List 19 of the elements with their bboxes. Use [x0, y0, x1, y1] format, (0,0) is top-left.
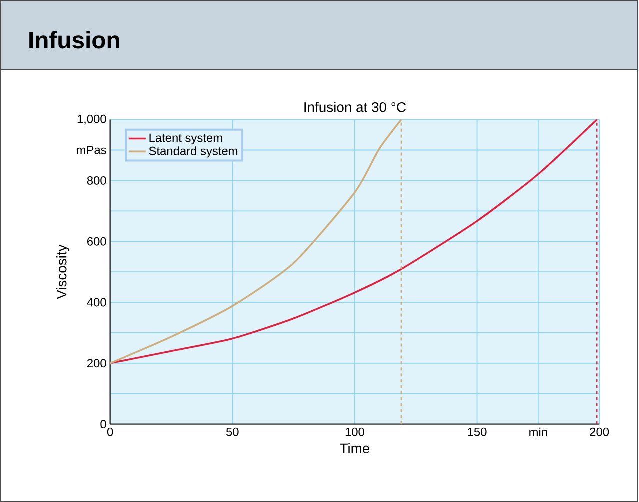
y-axis-title: Viscosity — [56, 244, 70, 300]
y-tick-label: 400 — [87, 298, 106, 307]
y-tick-label: 800 — [87, 176, 106, 185]
legend-label: Latent system — [150, 134, 222, 145]
x-tick-label: 100 — [346, 428, 364, 436]
y-tick-label: 1,000 — [78, 114, 106, 125]
x-tick-label: 0 — [107, 428, 114, 436]
y-tick-label: mPas — [77, 146, 106, 154]
y-tick-label: 600 — [88, 237, 106, 246]
x-axis-title: Time — [340, 443, 370, 454]
y-tick-label: 200 — [87, 359, 106, 368]
chart-title: Infusion — [30, 31, 120, 49]
x-tick-label: 50 — [226, 428, 239, 436]
x-tick-label: min — [530, 428, 548, 436]
legend-label: Standard system — [149, 146, 238, 158]
x-tick-label: 200 — [590, 428, 610, 436]
chart-subtitle: Infusion at 30 °C — [304, 102, 406, 112]
y-tick-label: 0 — [100, 420, 106, 428]
x-tick-label: 150 — [468, 428, 487, 436]
